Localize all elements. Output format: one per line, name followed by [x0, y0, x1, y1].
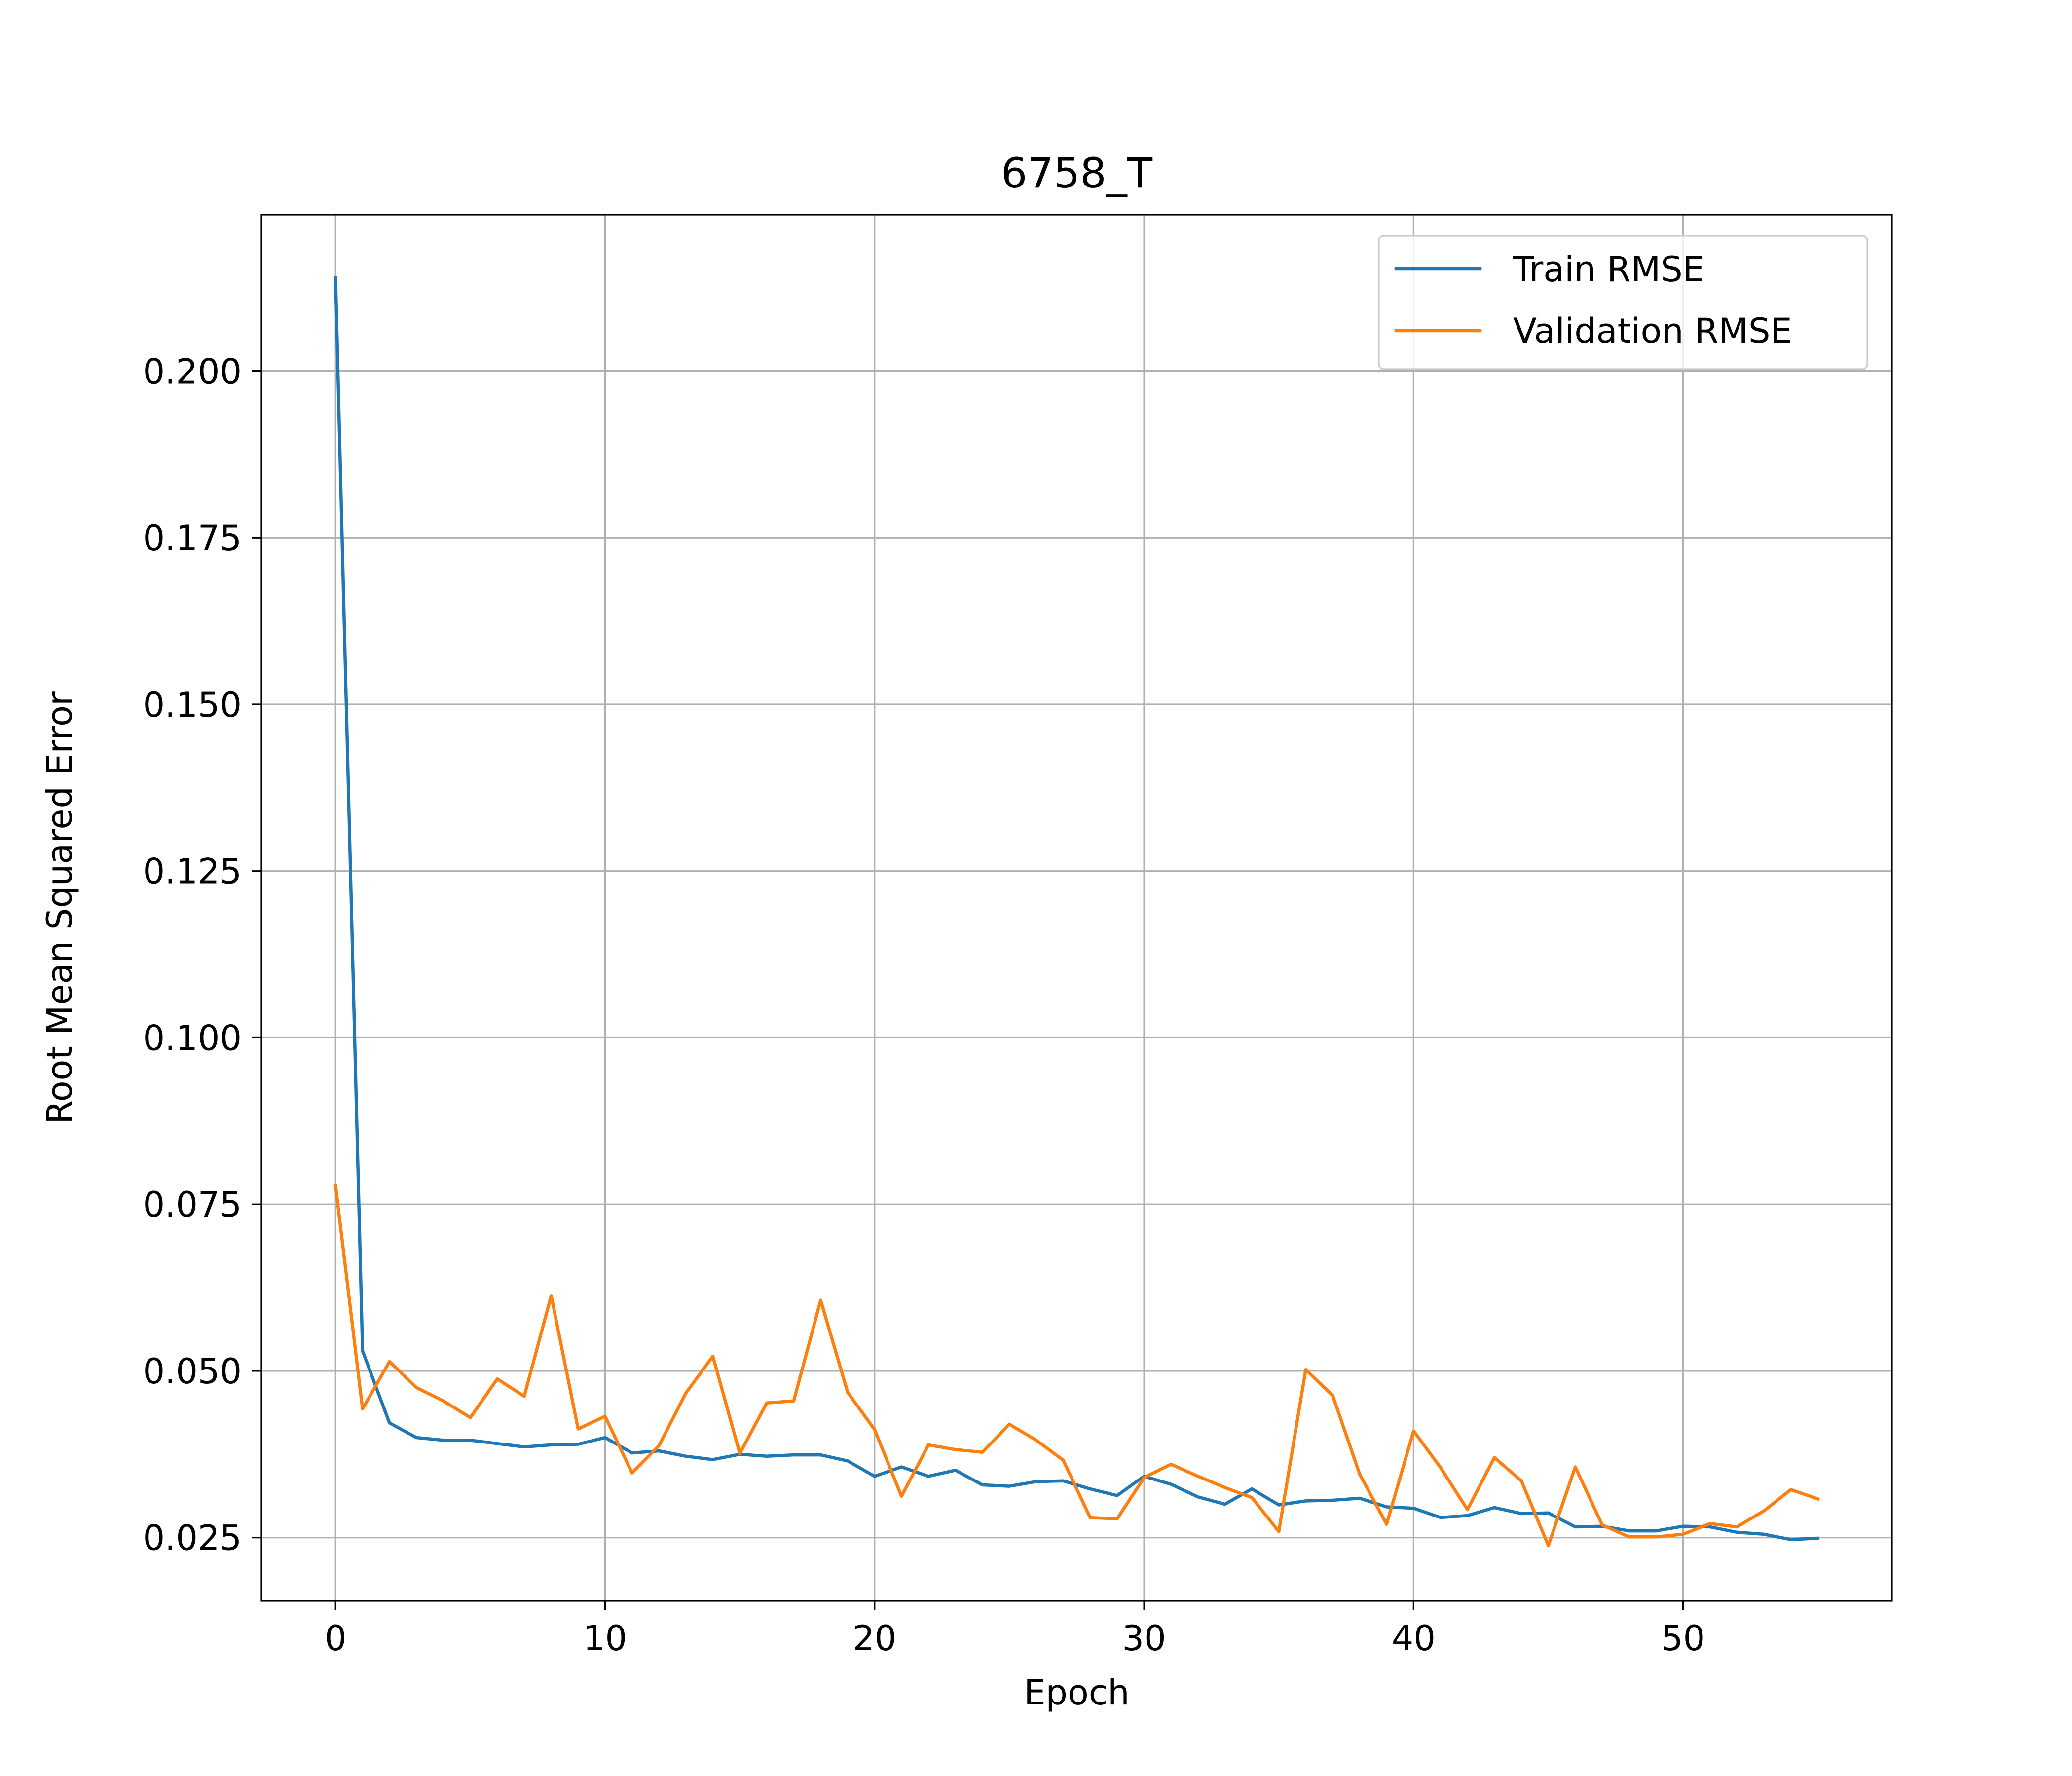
y-tick-label: 0.175: [143, 518, 242, 558]
legend-label-validation: Validation RMSE: [1513, 311, 1792, 351]
legend-box: [1378, 235, 1868, 370]
legend-label-train: Train RMSE: [1513, 249, 1704, 290]
x-tick-label: 40: [1392, 1618, 1436, 1659]
train-rmse-line: [333, 276, 1820, 1541]
x-axis-title: Epoch: [1024, 1672, 1129, 1713]
x-tick-label: 20: [852, 1618, 896, 1659]
y-tick-label: 0.050: [143, 1351, 242, 1392]
chart-title: 6758_T: [1001, 149, 1153, 197]
legend: Train RMSE Validation RMSE: [1378, 235, 1868, 370]
y-tick-label: 0.150: [143, 685, 242, 725]
x-tick-label: 0: [325, 1618, 347, 1659]
axes-frame: [260, 214, 1893, 1602]
y-tick-label: 0.025: [143, 1518, 242, 1558]
y-axis-title: Root Mean Squared Error: [39, 691, 80, 1124]
x-tick-label: 10: [583, 1618, 627, 1659]
validation-rmse-line: [333, 1184, 1820, 1548]
y-tick-label: 0.125: [143, 851, 242, 892]
series-layer: [333, 276, 1820, 1548]
y-tick-label: 0.075: [143, 1184, 242, 1225]
y-tick-label: 0.100: [143, 1018, 242, 1058]
tick-layer: 0 10 20 30 40 50 0.025 0.050 0.075 0.100 0.125 0.15…: [143, 351, 1705, 1659]
x-tick-label: 30: [1122, 1618, 1166, 1659]
y-tick-label: 0.200: [143, 351, 242, 392]
grid-layer: [261, 215, 1892, 1601]
x-tick-label: 50: [1661, 1618, 1705, 1659]
